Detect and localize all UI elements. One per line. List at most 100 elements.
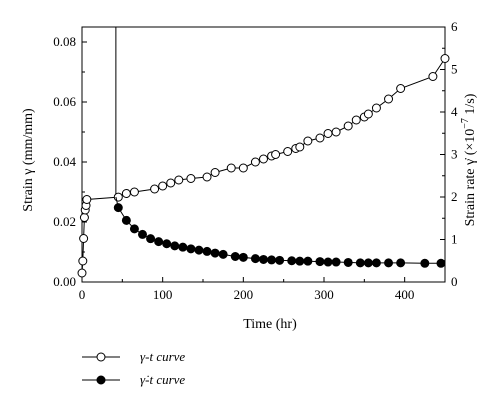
y-right-tick-label: 0 — [451, 274, 458, 289]
legend-open-circle-marker — [96, 352, 106, 362]
strain-point — [158, 181, 168, 191]
legend-item-gamma: γ-t curve — [82, 349, 185, 364]
y-right-tick-label: 2 — [451, 189, 458, 204]
strain-point — [238, 163, 248, 173]
strain-point — [202, 172, 212, 182]
strain-point — [210, 168, 220, 177]
strain-point — [121, 189, 131, 198]
y-left-axis-label: Strain γ (mm/mm) — [21, 108, 36, 212]
x-tick-label: 300 — [314, 287, 334, 302]
strain-point — [79, 213, 89, 222]
strain-rate-point — [138, 229, 147, 239]
strain-point — [331, 127, 341, 137]
strain-point — [82, 195, 92, 204]
legend-filled-circle-marker — [96, 375, 106, 385]
strain-point — [384, 94, 394, 104]
strain-series-line — [81, 58, 446, 274]
strain-rate-point — [371, 258, 381, 268]
strain-rate-point — [384, 258, 394, 268]
strain-point — [271, 150, 281, 159]
y-left-tick-label: 0.00 — [53, 274, 76, 289]
x-tick-label: 0 — [79, 287, 86, 302]
strain-point — [259, 154, 268, 164]
strain-point — [129, 187, 139, 197]
strain-point — [79, 234, 89, 243]
y-right-label-prefix: Strain rate γ̇ (×10 — [463, 129, 478, 227]
strain-point — [440, 54, 450, 63]
strain-rate-point — [162, 239, 172, 249]
strain-point — [77, 268, 87, 278]
strain-rate-point — [287, 256, 297, 266]
strain-rate-point — [420, 258, 430, 268]
y-right-axis-label: Strain rate γ̇ (×10−7 1/s) — [460, 93, 478, 226]
strain-rate-point — [267, 255, 277, 265]
strain-point — [166, 178, 176, 188]
x-tick-label: 100 — [153, 287, 173, 302]
legend: γ-t curve γ̇-t curve — [82, 349, 185, 387]
series-group — [77, 27, 450, 278]
strain-point — [315, 133, 325, 143]
y-left-tick-label: 0.04 — [53, 154, 76, 169]
strain-rate-point — [154, 237, 164, 247]
y-right-label-exponent: −7 — [460, 118, 471, 129]
strain-rate-point — [218, 249, 228, 259]
x-tick-label: 200 — [234, 287, 254, 302]
legend-label-gamma-rate: γ̇-t curve — [140, 372, 185, 387]
strain-rate-point — [230, 252, 240, 261]
strain-rate-point — [121, 215, 131, 225]
y-left-tick-label: 0.06 — [53, 94, 76, 109]
strain-rate-point — [178, 242, 188, 252]
y-right-label-suffix: 1/s) — [463, 93, 478, 118]
strain-rate-point — [355, 258, 365, 268]
strain-point — [323, 129, 333, 138]
strain-point — [428, 72, 438, 81]
strain-rate-point — [436, 258, 446, 268]
strain-rate-point — [303, 256, 313, 266]
y-right-tick-label: 1 — [451, 232, 458, 247]
strain-rate-point — [146, 234, 156, 244]
strain-rate-point — [315, 257, 325, 267]
strain-point — [343, 121, 353, 131]
strain-rate-point — [343, 257, 353, 267]
strain-point — [78, 256, 88, 266]
strain-point — [295, 142, 305, 152]
y-left-tick-label: 0.08 — [53, 34, 76, 49]
strain-rate-series-line — [115, 196, 441, 264]
y-right-tick-label: 3 — [451, 147, 458, 162]
x-axis-label: Time (hr) — [243, 317, 297, 332]
strain-rate-point — [331, 257, 341, 267]
strain-rate-point — [170, 241, 180, 251]
strain-point — [363, 109, 373, 119]
y-right-tick-label: 4 — [451, 104, 458, 119]
strain-point — [371, 103, 381, 113]
strain-rate-point — [210, 248, 220, 258]
strain-point — [283, 147, 293, 156]
strain-rate-point — [295, 256, 305, 266]
strain-rate-point — [129, 224, 139, 234]
strain-rate-point — [202, 246, 212, 256]
strain-rate-point — [186, 244, 196, 254]
y-right-tick-label: 5 — [451, 62, 458, 77]
strain-rate-point — [259, 254, 268, 264]
strain-rate-point — [238, 252, 248, 262]
strain-point — [174, 175, 184, 185]
strain-point — [186, 174, 196, 183]
strain-rate-point — [250, 254, 260, 264]
legend-label-gamma: γ-t curve — [140, 349, 185, 364]
tick-group: 0 100 200 300 400 0.00 0.02 0.04 0.06 0.08 0 1 2 3 4 5 6 — [53, 19, 458, 302]
strain-rate-point — [363, 258, 373, 268]
strain-point — [351, 115, 361, 125]
strain-rate-point — [194, 245, 204, 255]
strain-point — [226, 163, 236, 173]
strain-rate-point — [396, 258, 406, 268]
legend-item-gamma-rate: γ̇-t curve — [82, 372, 185, 387]
y-right-tick-label: 6 — [451, 19, 458, 34]
x-tick-label: 400 — [395, 287, 415, 302]
strain-rate-point — [275, 255, 285, 265]
strain-rate-point — [113, 203, 123, 213]
strain-point — [150, 184, 160, 194]
y-left-tick-label: 0.02 — [53, 214, 76, 229]
strain-point — [396, 84, 406, 93]
strain-point — [250, 157, 260, 167]
